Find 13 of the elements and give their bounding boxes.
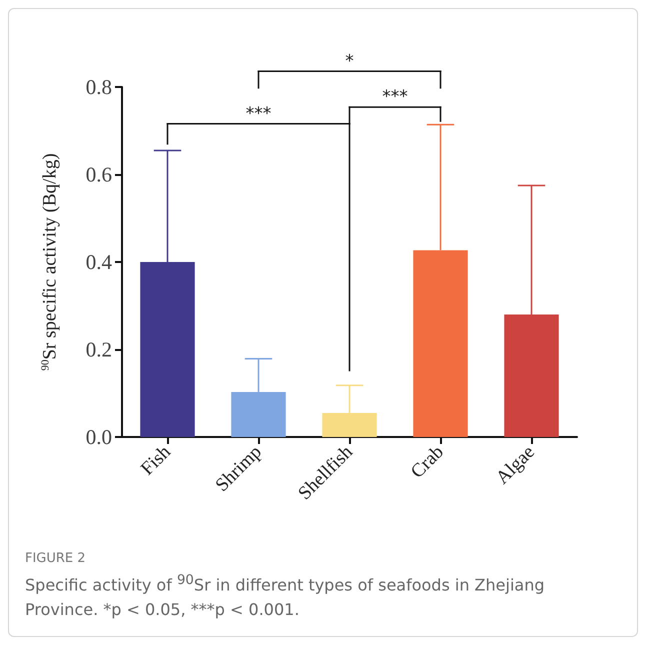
y-tick-label: 0.8 [86, 75, 112, 99]
y-tick-label: 0.2 [86, 338, 112, 362]
y-tick-label: 0.4 [86, 250, 112, 274]
annotation: *** [246, 104, 272, 124]
x-tick-label: Fish [136, 441, 176, 480]
caption: FIGURE 2 [25, 551, 87, 566]
x-tick-label: Crab [406, 442, 448, 483]
y-axis-title: 90Sr specific activity (Bq/kg) [40, 153, 60, 371]
annotation: *** [382, 87, 408, 108]
y-tick-label: 0.0 [86, 425, 112, 449]
y-tick-label: 0.6 [86, 162, 112, 186]
text: * [345, 51, 354, 72]
text: Specific activity of $^{90}$Sr in different types of seafoods in Zhejiang Province. *p < 0.05, ***p < 0.001. [25, 572, 546, 622]
